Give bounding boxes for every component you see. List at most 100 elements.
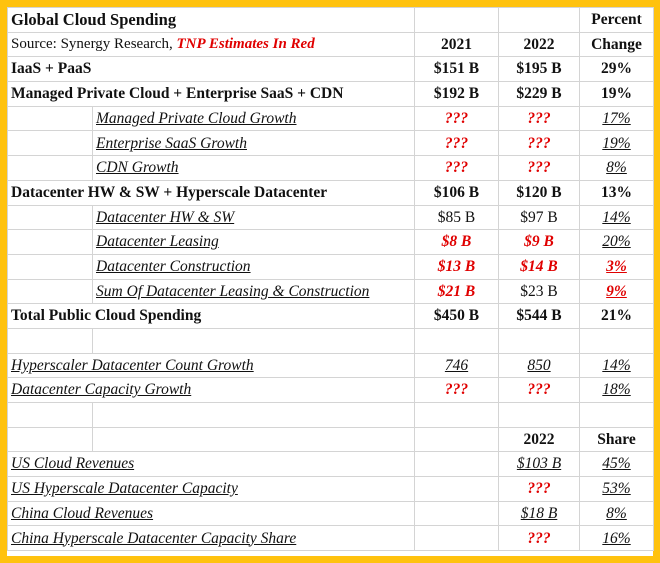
spreadsheet: Global Cloud Spending Percent Source: Sy… [6, 7, 655, 556]
value-2021: $85 B [414, 204, 500, 231]
empty-cell [498, 7, 581, 33]
change-value: 3% [579, 253, 655, 280]
share-row: US Cloud Revenues $103 B 45% [6, 451, 655, 478]
value-2021: $192 B [414, 81, 500, 107]
row-label: Sum Of Datacenter Leasing & Construction [91, 278, 416, 305]
change-value: 14% [579, 204, 655, 231]
value-2021: ??? [414, 105, 500, 132]
indent-cell [7, 278, 93, 305]
row-label: CDN Growth [91, 155, 416, 181]
value-2022: 850 [498, 352, 581, 379]
table-row: Sum Of Datacenter Leasing & Construction… [7, 278, 655, 305]
share-value: 53% [579, 476, 655, 502]
indent-cell [7, 155, 93, 181]
empty-cell [91, 402, 416, 428]
indent-cell [7, 253, 93, 280]
table-row: Datacenter HW & SW + Hyperscale Datacent… [6, 179, 655, 206]
value-2021: $13 B [414, 253, 500, 280]
value-2021: ??? [414, 155, 500, 181]
empty-cell [579, 327, 655, 354]
value-2021: 746 [414, 352, 500, 379]
indent-cell [7, 204, 93, 231]
change-value: 20% [579, 229, 655, 255]
share-row: China Cloud Revenues $18 B 8% [6, 500, 655, 527]
change-value: 13% [579, 179, 655, 206]
change-header: Change [579, 31, 655, 58]
value-2022: ??? [498, 105, 581, 132]
share-row: China Hyperscale Datacenter Capacity Sha… [6, 525, 655, 552]
change-value: 29% [579, 56, 655, 83]
table-row: Enterprise SaaS Growth ??? ??? 19% [7, 130, 655, 157]
empty-cell [91, 327, 416, 354]
value-2021: $21 B [414, 278, 500, 305]
empty-cell [579, 402, 655, 428]
table-row: Managed Private Cloud Growth ??? ??? 17% [7, 105, 655, 132]
table-row: Total Public Cloud Spending $450 B $544 … [6, 303, 655, 329]
value-2022: $14 B [498, 253, 581, 280]
row-label: IaaS + PaaS [6, 56, 416, 83]
value-2021: ??? [414, 377, 500, 403]
empty-cell [414, 476, 500, 502]
blank-row [7, 327, 655, 354]
empty-cell [414, 500, 500, 527]
header-row-1: Global Cloud Spending Percent [6, 7, 655, 33]
value-2022: $97 B [498, 204, 581, 231]
empty-cell [414, 525, 500, 552]
empty-cell [498, 327, 581, 354]
value-2022: $23 B [498, 278, 581, 305]
year-2022-header: 2022 [498, 31, 581, 58]
value-2021: $450 B [414, 303, 500, 329]
share-value: 8% [579, 500, 655, 527]
value-2022: $18 B [498, 500, 581, 527]
row-label: Datacenter HW & SW [91, 204, 416, 231]
row-label: Datacenter Construction [91, 253, 416, 280]
value-2022: ??? [498, 377, 581, 403]
table-row: Datacenter Capacity Growth ??? ??? 18% [6, 377, 655, 403]
value-2022: $9 B [498, 229, 581, 255]
table-row: Datacenter Leasing $8 B $9 B 20% [7, 229, 655, 255]
row-label: Datacenter HW & SW + Hyperscale Datacent… [6, 179, 416, 206]
empty-cell [7, 327, 93, 354]
empty-cell [414, 451, 500, 478]
header-row-2: Source: Synergy Research, TNP Estimates … [6, 31, 655, 58]
row-label: Datacenter Leasing [91, 229, 416, 255]
table-row: Managed Private Cloud + Enterprise SaaS … [6, 81, 655, 107]
share-header: Share [579, 426, 655, 453]
change-value: 21% [579, 303, 655, 329]
blank-row [7, 402, 655, 428]
empty-cell [414, 327, 500, 354]
value-2022: ??? [498, 525, 581, 552]
value-2022: ??? [498, 155, 581, 181]
tnp-estimates-note: TNP Estimates In Red [176, 36, 315, 53]
empty-cell [498, 402, 581, 428]
row-label: Managed Private Cloud Growth [91, 105, 416, 132]
table-row: Datacenter Construction $13 B $14 B 3% [7, 253, 655, 280]
change-value: 19% [579, 81, 655, 107]
row-label: Datacenter Capacity Growth [6, 377, 416, 403]
value-2021: $151 B [414, 56, 500, 83]
empty-cell [414, 402, 500, 428]
table-row: CDN Growth ??? ??? 8% [7, 155, 655, 181]
percent-header: Percent [579, 7, 655, 33]
share-header-row: 2022 Share [7, 426, 655, 453]
share-row: US Hyperscale Datacenter Capacity ??? 53… [6, 476, 655, 502]
change-value: 14% [579, 352, 655, 379]
row-label: China Hyperscale Datacenter Capacity Sha… [6, 525, 416, 552]
share-year-header: 2022 [498, 426, 581, 453]
indent-cell [7, 130, 93, 157]
change-value: 17% [579, 105, 655, 132]
table-row: Datacenter HW & SW $85 B $97 B 14% [7, 204, 655, 231]
cloud-spending-table: Global Cloud Spending Percent Source: Sy… [6, 7, 655, 552]
source-text: Source: Synergy Research, [11, 36, 177, 53]
indent-cell [7, 229, 93, 255]
row-label: Total Public Cloud Spending [6, 303, 416, 329]
empty-cell [414, 7, 500, 33]
value-2022: $103 B [498, 451, 581, 478]
indent-cell [7, 105, 93, 132]
empty-cell [7, 426, 93, 453]
value-2022: $195 B [498, 56, 581, 83]
empty-cell [414, 426, 500, 453]
empty-cell [7, 402, 93, 428]
row-label: Hyperscaler Datacenter Count Growth [6, 352, 416, 379]
change-value: 9% [579, 278, 655, 305]
